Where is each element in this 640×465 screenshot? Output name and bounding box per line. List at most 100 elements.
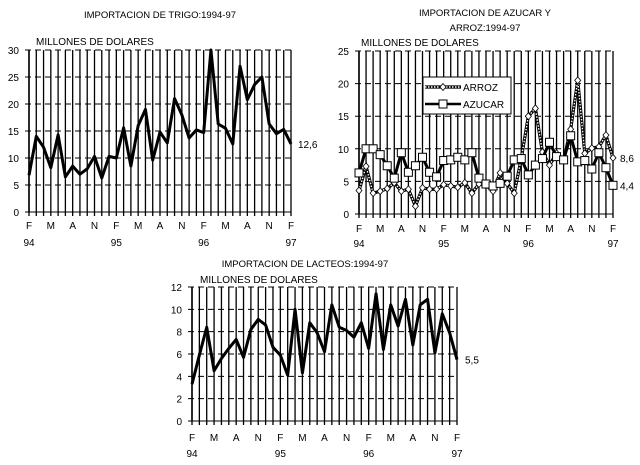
y-tick-label: 10 [171, 305, 183, 316]
x-year-label: 94 [353, 239, 365, 250]
data-point [362, 162, 370, 171]
data-point [382, 161, 392, 171]
x-tick-label: F [277, 433, 283, 444]
data-point [354, 168, 364, 178]
y-tick-label: 5 [343, 177, 349, 188]
data-point [468, 189, 476, 198]
data-point [566, 131, 576, 141]
data-point [355, 186, 363, 195]
x-tick-label: F [441, 224, 447, 235]
legend-box [422, 76, 512, 115]
y-tick-label: 0 [343, 210, 349, 221]
x-year-label: 96 [363, 449, 375, 460]
x-tick-label: N [91, 221, 98, 232]
chart-title: IMPORTACION DE LACTEOS:1994-97 [222, 259, 388, 270]
end-value-label: 8,6 [620, 154, 634, 165]
x-year-label: 95 [438, 239, 450, 250]
x-tick-label: N [266, 221, 273, 232]
x-tick-label: A [321, 433, 328, 444]
legend-label: AZUCAR [463, 100, 504, 111]
legend: ARROZ AZUCAR [422, 76, 512, 115]
x-tick-label: F [610, 224, 616, 235]
data-point [447, 181, 455, 191]
y-tick-label: 4 [176, 372, 182, 383]
data-point [418, 152, 427, 162]
data-point [389, 173, 399, 183]
x-tick-label: A [409, 433, 416, 444]
y-tick-label: 25 [8, 73, 20, 84]
y-tick-label: 15 [338, 112, 350, 123]
y-tick-label: 0 [176, 417, 182, 428]
data-point [376, 187, 384, 196]
data-point [410, 161, 420, 171]
x-tick-label: A [398, 224, 405, 235]
legend-diamond-icon [439, 82, 447, 92]
data-point [588, 144, 596, 153]
y-tick-label: 25 [338, 47, 350, 58]
data-point [383, 184, 391, 193]
x-tick-label: N [504, 224, 511, 235]
series-line [27, 48, 293, 180]
series-arroz: 8,6 [355, 76, 634, 211]
y-tick-label: 30 [8, 46, 20, 57]
x-tick-label: M [298, 433, 306, 444]
x-year-label: 94 [23, 238, 35, 249]
legend-square-icon [438, 99, 448, 109]
x-tick-label: M [47, 221, 55, 232]
data-point [510, 189, 518, 198]
x-tick-label: M [221, 221, 229, 232]
data-point [502, 171, 512, 181]
y-tick-label: 10 [8, 154, 20, 165]
y-tick-label: 2 [176, 395, 182, 406]
series-lacteos: 5,5 [190, 292, 479, 385]
data-point [396, 148, 406, 158]
data-point [587, 164, 597, 174]
data-point [594, 148, 604, 158]
data-point [531, 104, 539, 113]
data-point [375, 150, 385, 160]
data-point [516, 154, 526, 164]
data-point [524, 112, 532, 121]
y-tick-label: 10 [338, 145, 350, 156]
x-tick-label: A [567, 224, 574, 235]
x-year-label: 95 [275, 449, 287, 460]
x-tick-label: M [376, 224, 384, 235]
x-tick-label: F [113, 221, 119, 232]
x-tick-label: N [588, 224, 595, 235]
y-tick-label: 12 [171, 283, 183, 294]
data-point [418, 183, 427, 193]
x-tick-label: M [545, 224, 553, 235]
x-tick-label: M [387, 433, 395, 444]
y-tick-label: 6 [176, 350, 182, 361]
data-point [460, 155, 470, 165]
chart-1: IMPORTACION DE AZUCAR Y ARROZ:1994-97 MILL… [338, 8, 634, 250]
data-point [608, 180, 618, 190]
series-line [190, 292, 459, 385]
x-tick-label: F [201, 221, 207, 232]
data-point [503, 179, 511, 188]
x-tick-label: F [454, 433, 460, 444]
data-point [397, 187, 405, 196]
data-point [601, 163, 611, 173]
x-tick-label: N [255, 433, 262, 444]
x-tick-label: F [26, 221, 32, 232]
data-point [426, 185, 434, 194]
y-tick-label: 8 [176, 328, 182, 339]
legend-label: ARROZ [463, 83, 498, 94]
data-point [530, 160, 540, 170]
x-tick-label: A [69, 221, 76, 232]
chart-title: IMPORTACION DE TRIGO:1994-97 [84, 10, 236, 21]
x-year-label: 97 [607, 239, 619, 250]
x-tick-label: N [343, 433, 350, 444]
data-point [403, 167, 413, 177]
x-year-label: 97 [451, 449, 463, 460]
x-tick-label: F [189, 433, 195, 444]
end-value-label: 5,5 [465, 356, 479, 367]
x-tick-label: A [157, 221, 164, 232]
x-tick-label: F [366, 433, 372, 444]
x-tick-label: F [525, 224, 531, 235]
x-tick-label: A [233, 433, 240, 444]
data-point [559, 155, 569, 165]
chart-2: IMPORTACION DE LACTEOS:1994-97 MILLONES D… [171, 259, 479, 460]
